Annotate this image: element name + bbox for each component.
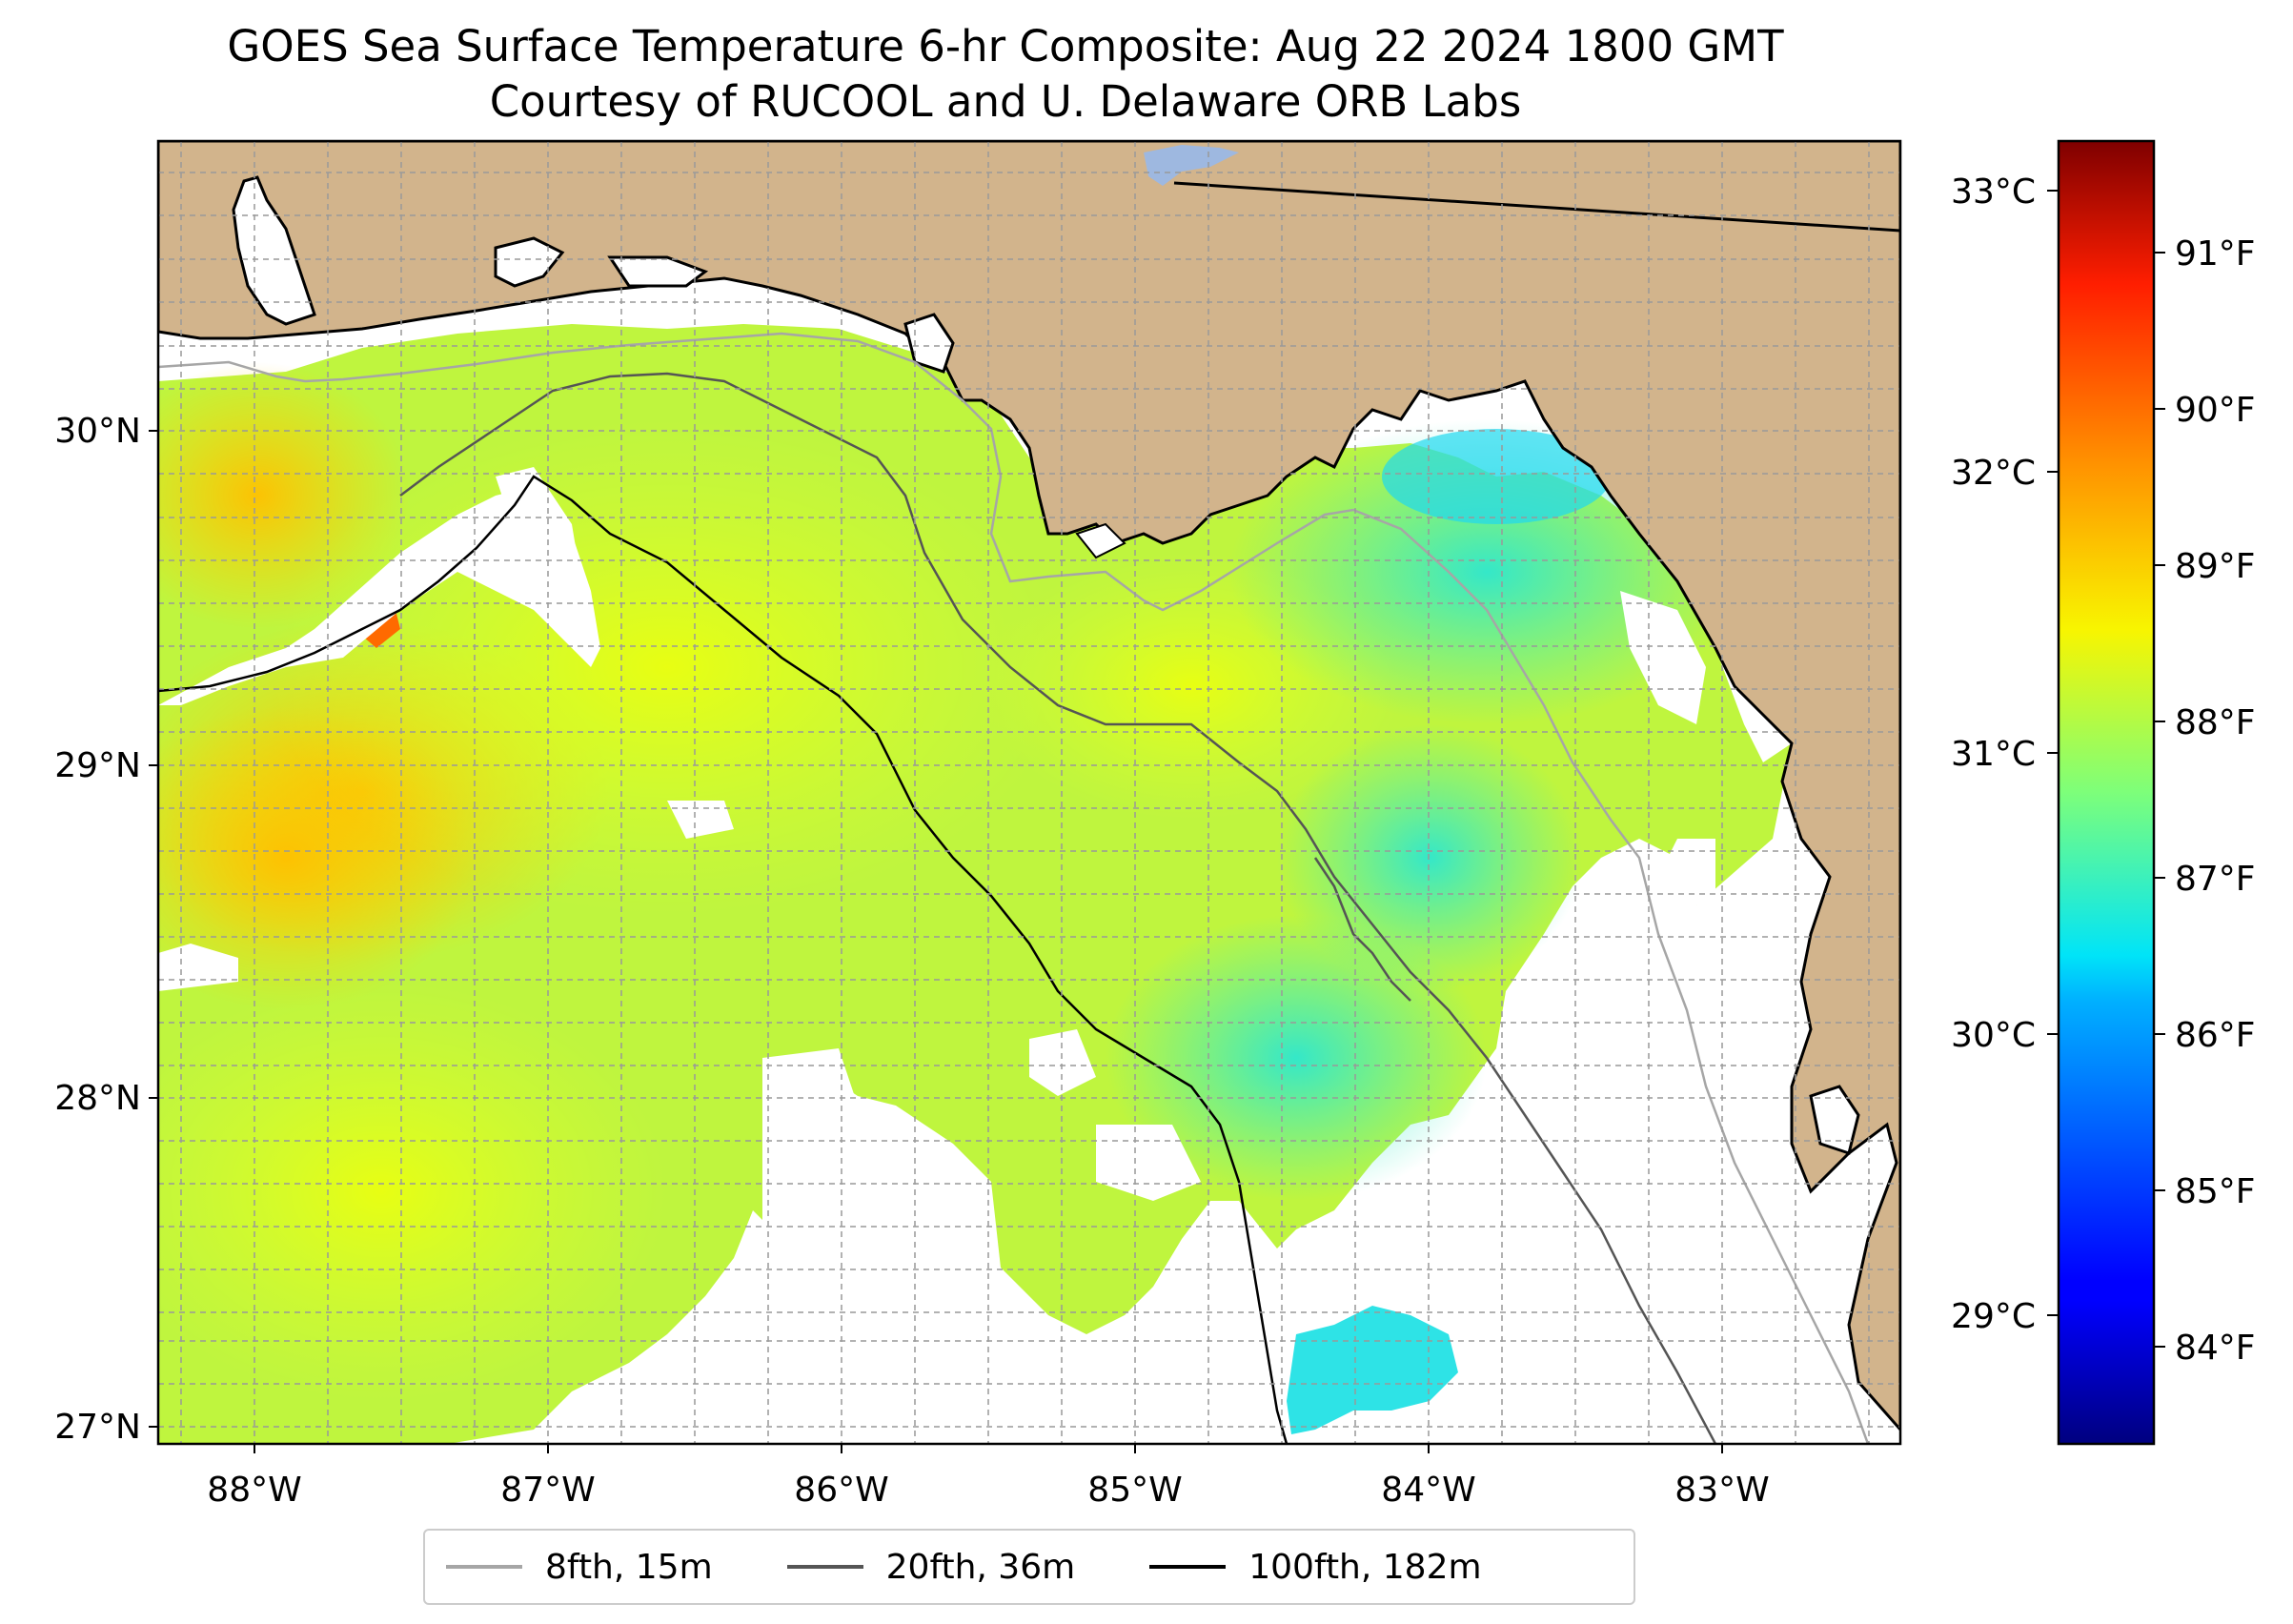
gridlines <box>158 141 1900 1444</box>
lon-label-88w: 88°W <box>207 1471 301 1510</box>
fahrenheit-label-87: 87°F <box>2175 860 2256 899</box>
fahrenheit-label-91: 91°F <box>2175 234 2256 274</box>
lat-label-29n: 29°N <box>54 746 141 785</box>
fahrenheit-label-89: 89°F <box>2175 547 2256 586</box>
lat-label-28n: 28°N <box>54 1079 141 1118</box>
lon-label-84w: 84°W <box>1381 1471 1475 1510</box>
legend-label-20fth: 20fth, 36m <box>885 1547 1076 1587</box>
lon-label-83w: 83°W <box>1674 1471 1769 1510</box>
bathymetry-contours <box>158 332 1870 1444</box>
fahrenheit-label-86: 86°F <box>2175 1016 2256 1055</box>
celsius-label-31: 31°C <box>1951 735 2036 774</box>
legend-swatch-100fth <box>1149 1565 1227 1569</box>
chart-title: GOES Sea Surface Temperature 6-hr Compos… <box>227 21 1784 71</box>
legend-item-8fth: 8fth, 15m <box>446 1548 713 1587</box>
fahrenheit-label-84: 84°F <box>2175 1329 2256 1368</box>
celsius-label-30: 30°C <box>1951 1016 2036 1055</box>
celsius-label-33: 33°C <box>1951 173 2036 212</box>
celsius-label-29: 29°C <box>1951 1297 2036 1336</box>
lat-label-30n: 30°N <box>54 412 141 451</box>
lon-label-87w: 87°W <box>500 1471 595 1510</box>
lon-label-86w: 86°W <box>794 1471 888 1510</box>
land <box>158 141 1900 1432</box>
lon-label-85w: 85°W <box>1087 1471 1182 1510</box>
fahrenheit-label-85: 85°F <box>2175 1172 2256 1211</box>
colorbar <box>2057 139 2156 1446</box>
sst-field <box>158 324 1792 1444</box>
legend-swatch-8fth <box>446 1565 522 1569</box>
map-frame <box>156 139 1902 1446</box>
chart-subtitle: Courtesy of RUCOOL and U. Delaware ORB L… <box>489 76 1522 127</box>
legend-label-100fth: 100fth, 182m <box>1248 1547 1482 1587</box>
fahrenheit-label-88: 88°F <box>2175 703 2256 742</box>
map-area <box>158 141 1900 1444</box>
fahrenheit-label-90: 90°F <box>2175 391 2256 430</box>
legend-item-20fth: 20fth, 36m <box>786 1547 1076 1587</box>
legend-label-8fth: 8fth, 15m <box>545 1547 713 1587</box>
legend-item-100fth: 100fth, 182m <box>1149 1547 1482 1587</box>
legend-swatch-20fth <box>786 1565 863 1569</box>
legend: 8fth, 15m 20fth, 36m 100fth, 182m <box>423 1529 1635 1605</box>
lat-label-27n: 27°N <box>54 1408 141 1447</box>
celsius-label-32: 32°C <box>1951 454 2036 493</box>
